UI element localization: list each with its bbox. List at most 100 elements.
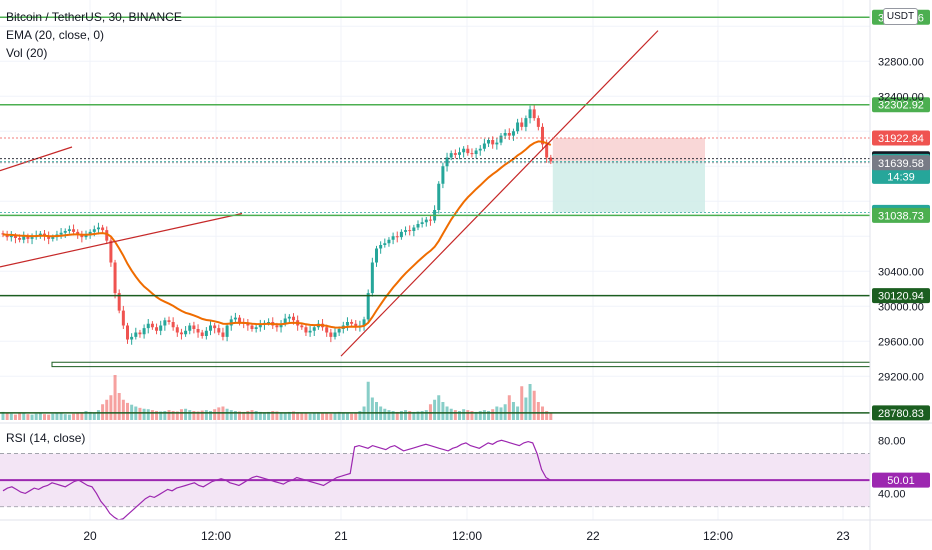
- rsi-last-label-bg: [872, 472, 930, 488]
- volume-bar: [524, 397, 528, 420]
- volume-bar: [250, 410, 254, 420]
- volume-bar: [428, 404, 432, 420]
- volume-bar: [383, 408, 387, 420]
- candle-body: [395, 236, 399, 238]
- candle-body: [250, 325, 254, 329]
- candle-body: [59, 232, 63, 235]
- candle-body: [213, 325, 217, 329]
- candle-body: [13, 235, 17, 238]
- volume-bar: [47, 414, 51, 420]
- rsi-last-label: 50.01: [887, 475, 915, 487]
- volume-bar: [279, 412, 283, 420]
- candle-body: [72, 229, 76, 232]
- price-level-label: 31639.58: [878, 158, 924, 170]
- time-tick-label: 22: [586, 529, 600, 543]
- candle-body: [370, 262, 374, 294]
- volume-bar: [51, 413, 55, 420]
- candle-body: [163, 320, 167, 326]
- candle-body: [9, 235, 13, 238]
- price-level-label: 32302.92: [878, 100, 924, 112]
- price-tick-label: 29600.00: [878, 336, 924, 348]
- volume-bar: [395, 411, 399, 420]
- candle-body: [80, 234, 84, 238]
- volume-bar: [275, 411, 279, 420]
- candle-body: [383, 243, 387, 245]
- volume-bar: [408, 411, 412, 420]
- volume-bar: [258, 411, 262, 420]
- volume-bar: [325, 413, 329, 420]
- volume-bar: [470, 411, 474, 420]
- candle-body: [545, 144, 549, 158]
- candle-body: [536, 118, 540, 127]
- currency-unit-badge[interactable]: USDT: [883, 8, 918, 25]
- volume-bar: [287, 411, 291, 420]
- volume-bar: [204, 410, 208, 420]
- candle-body: [188, 325, 192, 331]
- candle-body: [424, 219, 428, 223]
- candle-body: [337, 329, 341, 333]
- price-level-label: 31922.84: [878, 133, 924, 145]
- volume-bar: [200, 410, 204, 420]
- volume-bar: [341, 412, 345, 420]
- candle-body: [142, 328, 146, 335]
- candle-body: [462, 148, 466, 153]
- volume-legend[interactable]: Vol (20): [6, 46, 48, 60]
- volume-bar: [38, 413, 42, 420]
- candle-body: [329, 332, 333, 337]
- volume-bar: [271, 411, 275, 420]
- volume-bar: [474, 411, 478, 420]
- volume-bar: [350, 413, 354, 420]
- candle-body: [96, 227, 100, 230]
- candle-body: [292, 316, 295, 321]
- ema-line: [2, 140, 552, 329]
- candle-body: [399, 231, 403, 238]
- candle-body: [105, 230, 109, 241]
- candle-body: [134, 332, 138, 337]
- volume-bar: [63, 414, 67, 420]
- candle-body: [5, 234, 9, 238]
- candle-body: [267, 322, 271, 323]
- candle-body: [387, 239, 391, 244]
- bar-countdown: 14:39: [887, 171, 915, 183]
- candle-body: [254, 327, 258, 329]
- candle-body: [246, 323, 250, 326]
- candle-body: [109, 240, 113, 263]
- candle-body: [287, 316, 291, 319]
- volume-bar: [292, 411, 295, 420]
- volume-bar: [412, 411, 416, 420]
- trendline: [340, 30, 659, 357]
- volume-bar: [437, 395, 441, 420]
- volume-bar: [150, 410, 154, 420]
- volume-bar: [511, 402, 515, 420]
- price-level-label: 30120.94: [878, 291, 924, 303]
- volume-bar: [312, 413, 316, 420]
- candle-body: [362, 319, 366, 326]
- volume-bar: [466, 410, 470, 420]
- volume-bar: [167, 410, 171, 420]
- price-tick-label: 32400.00: [878, 91, 924, 103]
- candle-body: [121, 310, 125, 326]
- volume-bar: [217, 407, 221, 420]
- candle-body: [233, 317, 237, 320]
- rsi-legend[interactable]: RSI (14, close): [6, 431, 86, 445]
- stop-loss-zone: [552, 138, 705, 162]
- candle-body: [541, 126, 544, 145]
- volume-bar: [233, 411, 237, 420]
- volume-bar: [13, 414, 17, 420]
- time-tick-label: 12:00: [452, 529, 482, 543]
- candle-body: [138, 332, 142, 335]
- volume-bar: [105, 399, 109, 420]
- volume-bar: [300, 413, 304, 420]
- candle-body: [155, 327, 159, 331]
- candle-body: [445, 157, 449, 167]
- candle-body: [300, 325, 304, 328]
- price-level-label-bg: [872, 155, 930, 171]
- symbol-title[interactable]: Bitcoin / TetherUS, 30, BINANCE: [6, 10, 182, 24]
- candle-body: [495, 142, 499, 145]
- volume-bar: [370, 397, 374, 420]
- time-tick-label: 12:00: [703, 529, 733, 543]
- ema-legend[interactable]: EMA (20, close, 0): [6, 28, 105, 42]
- candle-body: [491, 140, 495, 145]
- candle-body: [503, 133, 507, 136]
